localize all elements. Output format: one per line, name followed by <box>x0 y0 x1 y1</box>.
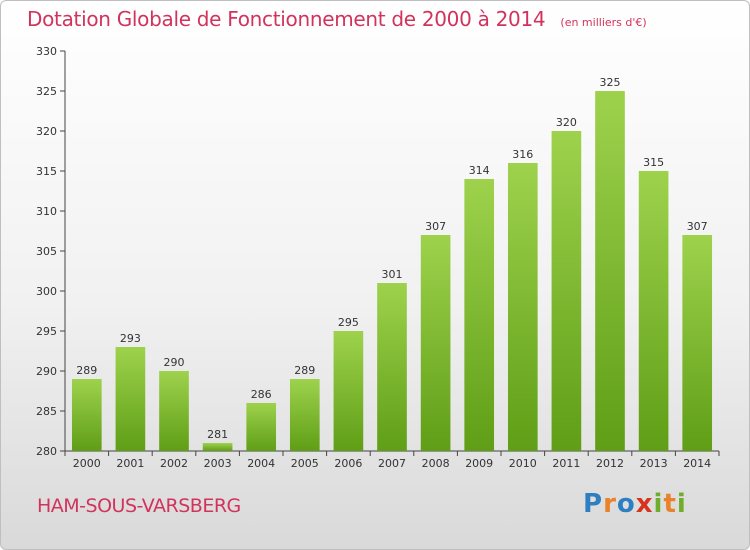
bar-2011 <box>551 131 582 451</box>
x-tick-label-2004: 2004 <box>247 457 275 470</box>
value-label-2002: 290 <box>164 356 185 369</box>
value-label-2012: 325 <box>600 76 621 89</box>
value-label-2007: 301 <box>382 268 403 281</box>
logo-letter: o <box>616 489 636 519</box>
value-label-2009: 314 <box>469 164 490 177</box>
bar-2006 <box>333 331 364 451</box>
value-label-2005: 289 <box>294 364 315 377</box>
x-tick-label-2011: 2011 <box>552 457 580 470</box>
value-label-2000: 289 <box>76 364 97 377</box>
value-label-2013: 315 <box>643 156 664 169</box>
chart-title: Dotation Globale de Fonctionnement de 20… <box>27 7 546 31</box>
y-tick-label: 310 <box>36 205 57 218</box>
chart-bars <box>71 91 713 451</box>
y-tick-label: 280 <box>36 445 57 458</box>
logo-letter: i <box>676 489 687 519</box>
bar-2013 <box>638 171 669 451</box>
y-tick-label: 325 <box>36 85 57 98</box>
x-tick-label-2010: 2010 <box>509 457 537 470</box>
bar-2000 <box>71 379 102 451</box>
x-tick-label-2014: 2014 <box>683 457 711 470</box>
bar-2012 <box>595 91 625 451</box>
x-tick-label-2001: 2001 <box>116 457 144 470</box>
bar-2007 <box>377 283 407 451</box>
value-label-2006: 295 <box>338 316 359 329</box>
value-label-2008: 307 <box>425 220 446 233</box>
x-tick-label-2008: 2008 <box>422 457 450 470</box>
value-label-2001: 293 <box>120 332 141 345</box>
y-tick-label: 320 <box>36 125 57 138</box>
value-label-2011: 320 <box>556 116 577 129</box>
commune-name: HAM-SOUS-VARSBERG <box>37 495 241 517</box>
logo-letter: x <box>635 489 654 519</box>
bar-2004 <box>246 403 277 451</box>
x-tick-label-2013: 2013 <box>640 457 668 470</box>
bar-2008 <box>420 235 451 451</box>
value-label-2010: 316 <box>512 148 533 161</box>
x-tick-label-2006: 2006 <box>334 457 362 470</box>
bar-2014 <box>682 235 713 451</box>
x-tick-label-2002: 2002 <box>160 457 188 470</box>
value-label-2003: 281 <box>207 428 228 441</box>
x-tick-label-2012: 2012 <box>596 457 624 470</box>
bar-2009 <box>464 179 495 451</box>
title-line: Dotation Globale de Fonctionnement de 20… <box>27 7 647 31</box>
x-tick-label-2007: 2007 <box>378 457 406 470</box>
chart-unit: (en milliers d'€) <box>560 16 647 29</box>
proxiti-logo: Proxiti <box>583 489 687 519</box>
logo-letter: t <box>663 489 677 519</box>
logo-letter: i <box>653 489 664 519</box>
y-tick-label: 305 <box>36 245 57 258</box>
logo-letter: r <box>603 489 617 519</box>
chart-axes: 280 285 290 295 300 305 310 315 320 325 330 <box>36 45 720 458</box>
x-tick-label-2003: 2003 <box>204 457 232 470</box>
bar-2002 <box>159 371 189 451</box>
bar-2005 <box>289 379 320 451</box>
y-tick-label: 285 <box>36 405 57 418</box>
y-tick-label: 315 <box>36 165 57 178</box>
chart-labels: 289 2000 293 2001 290 2002 281 2003 286 2004 289 20… <box>73 76 711 470</box>
y-tick-label: 300 <box>36 285 57 298</box>
value-label-2004: 286 <box>251 388 272 401</box>
y-tick-label: 290 <box>36 365 57 378</box>
x-tick-label-2000: 2000 <box>73 457 101 470</box>
y-tick-label: 330 <box>36 45 57 58</box>
y-tick-label: 295 <box>36 325 57 338</box>
x-tick-label-2009: 2009 <box>465 457 493 470</box>
logo-letter: P <box>583 489 604 519</box>
bar-2010 <box>507 163 538 451</box>
x-tick-label-2005: 2005 <box>291 457 319 470</box>
bar-2001 <box>115 347 146 451</box>
value-label-2014: 307 <box>687 220 708 233</box>
bar-2003 <box>202 443 233 451</box>
